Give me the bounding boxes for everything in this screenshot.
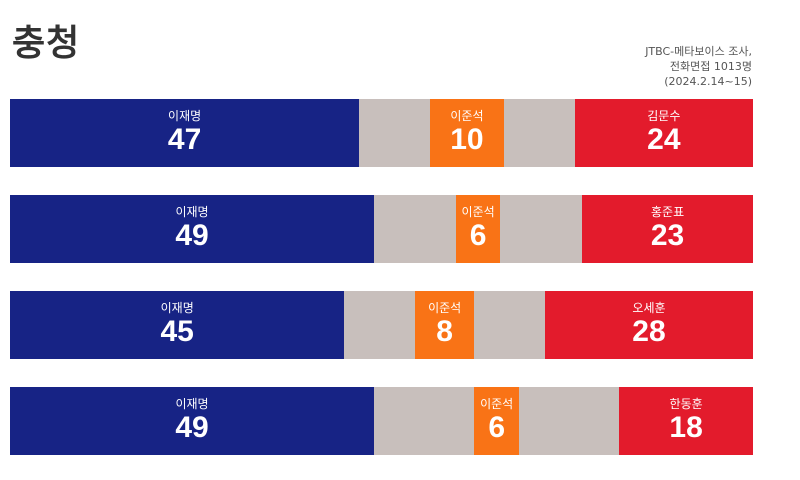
bar-segment-right: 오세훈 28 [544,291,753,359]
source-line-2: 전화면접 1013명 [669,60,752,73]
value-label: 10 [450,123,484,156]
bar-segment-middle: 이준석 6 [474,387,519,455]
source-note: JTBC-메타보이스 조사, 전화면접 1013명 (2024.2.14~15) [645,44,752,89]
candidate-label: 오세훈 [632,301,666,315]
value-label: 28 [632,315,666,348]
bar-segment-middle: 이준석 6 [455,195,501,263]
bar-segment-right: 한동훈 18 [619,387,753,455]
candidate-label: 한동훈 [669,397,703,411]
candidate-label: 이재명 [160,301,194,315]
value-label: 6 [469,219,487,252]
value-label: 49 [175,219,209,252]
value-label: 49 [175,411,209,444]
candidate-label: 이재명 [168,109,202,123]
bar-segment-left: 이재명 47 [10,99,360,167]
bar-segment-middle: 이준석 8 [414,291,475,359]
value-label: 23 [650,219,685,252]
bar-segment-right: 김문수 24 [574,99,753,167]
bar-segment-left: 이재명 49 [10,195,375,263]
value-label: 45 [160,315,194,348]
value-label: 6 [488,411,505,444]
stacked-bar-chart: 이재명 47 이준석 10 김문수 24 이재명 49 이준석 6 홍준표 23 이재명 45 이준석 8 오세… [10,0,753,480]
value-label: 18 [669,411,703,444]
candidate-label: 이준석 [461,205,495,219]
candidate-label: 이준석 [428,301,462,315]
candidate-label: 이재명 [175,205,209,219]
value-label: 8 [436,315,453,348]
value-label: 24 [647,123,681,156]
value-label: 47 [167,123,202,156]
bar-segment-right: 홍준표 23 [582,195,753,263]
bar-segment-left: 이재명 45 [10,291,345,359]
candidate-label: 이준석 [450,109,484,123]
page-title: 충청 [12,23,81,64]
bar-segment-left: 이재명 49 [10,387,375,455]
candidate-label: 이준석 [480,397,514,411]
candidate-label: 이재명 [175,397,209,411]
bar-segment-middle: 이준석 10 [429,99,505,167]
candidate-label: 홍준표 [650,205,685,219]
candidate-label: 김문수 [647,109,681,123]
source-line-1: JTBC-메타보이스 조사, [645,45,752,58]
source-line-3: (2024.2.14~15) [664,75,752,88]
